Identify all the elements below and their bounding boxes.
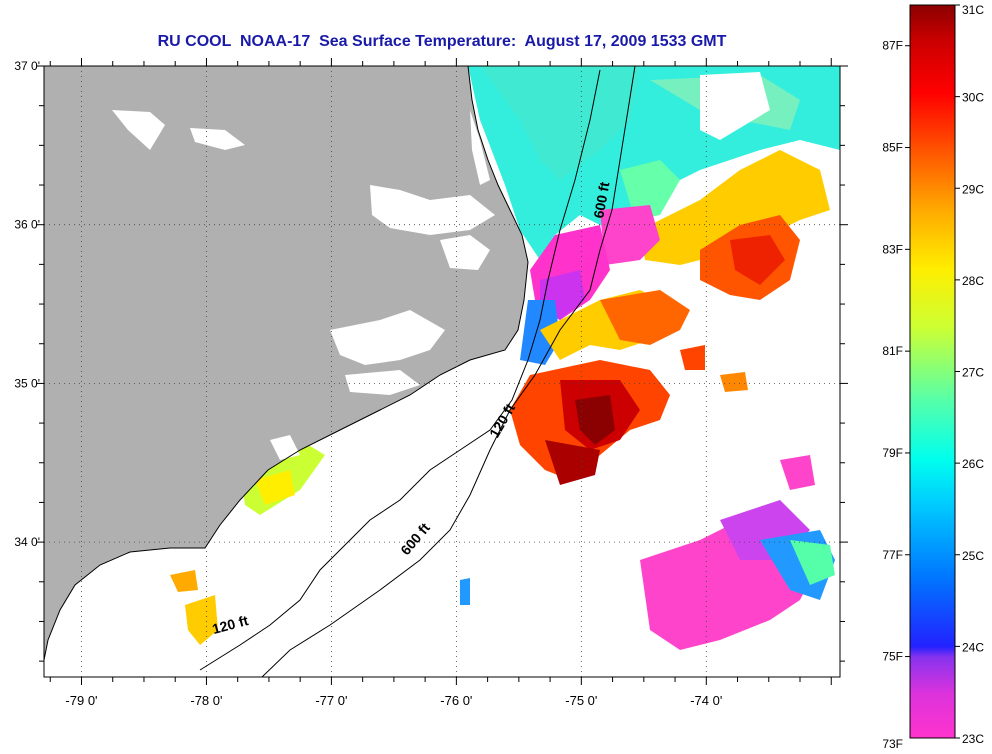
y-tick-label: 35 0': [14, 376, 40, 390]
colorbar-label-c: 31C: [962, 3, 984, 17]
colorbar-labels: 31C 30C 29C 28C 27C 26C 25C 24C 23C 87F 85F 83F 81F 7…: [882, 3, 984, 751]
x-tick-label: -77 0': [315, 693, 347, 708]
colorbar-label-c: 23C: [962, 732, 984, 746]
x-tick-label: -74 0': [690, 693, 722, 708]
chart-title: RU COOL NOAA-17 Sea Surface Temperature:…: [157, 33, 727, 50]
coastline: [44, 66, 529, 661]
colorbar-label-f: 83F: [882, 242, 903, 256]
contour-600ft: [261, 66, 636, 677]
y-tick-label: 34 0': [14, 535, 40, 549]
map-frame: [43, 65, 841, 678]
colorbar-label-f: 85F: [882, 141, 903, 155]
x-tick-label: -79 0': [65, 693, 97, 708]
map-axes: -79 0' -78 0' -77 0' -76 0' -75 0' -74 0' 37 0…: [14, 58, 848, 708]
colorbar-label-f: 77F: [882, 548, 903, 562]
colorbar-label-c: 28C: [962, 274, 984, 288]
colorbar-label-f: 73F: [882, 737, 903, 751]
y-tick-label: 37 0': [14, 59, 40, 73]
colorbar: [909, 4, 956, 739]
x-tick-label: -78 0': [190, 693, 222, 708]
colorbar-label-f: 87F: [882, 39, 903, 53]
colorbar-label-c: 26C: [962, 457, 984, 471]
colorbar-label-c: 25C: [962, 549, 984, 563]
colorbar-label-c: 30C: [962, 91, 984, 105]
plot-area: [44, 66, 840, 677]
colorbar-label-f: 81F: [882, 344, 903, 358]
grid-lines: [44, 65, 840, 677]
colorbar-label-c: 27C: [962, 366, 984, 380]
contour-120ft: [199, 69, 601, 671]
colorbar-label-f: 79F: [882, 446, 903, 460]
inland-waters: [112, 110, 495, 460]
x-tick-label: -75 0': [565, 693, 597, 708]
colorbar-label-c: 24C: [962, 640, 984, 654]
contour-label: 600 ft: [590, 180, 612, 219]
y-tick-label: 36 0': [14, 218, 40, 232]
colorbar-label-c: 29C: [962, 182, 984, 196]
colorbar-label-f: 75F: [882, 650, 903, 664]
x-tick-label: -76 0': [440, 693, 472, 708]
